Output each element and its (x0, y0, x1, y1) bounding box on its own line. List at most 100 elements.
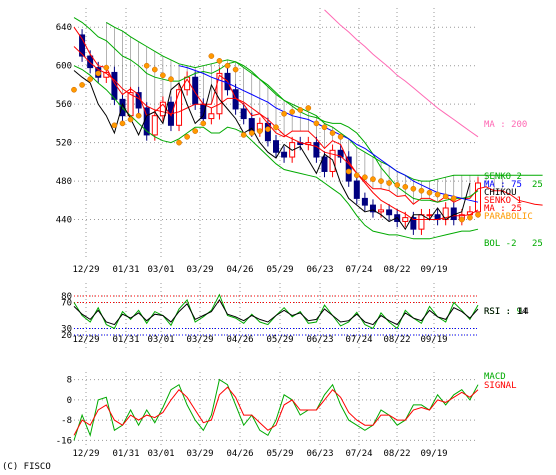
y-tick-label: 520 (56, 139, 72, 149)
x-tick-label: 03/01 (147, 449, 174, 459)
parabolic-dot (402, 183, 409, 190)
parabolic-dot (216, 58, 223, 64)
parabolic-dot (450, 195, 457, 202)
parabolic-dot (297, 107, 304, 113)
parabolic-dot (135, 112, 142, 119)
x-tick-label: 06/23 (306, 335, 333, 345)
parabolic-dot (248, 130, 255, 136)
x-tick-label: 01/31 (112, 265, 139, 275)
label-bol-2: BOL -2 (484, 239, 517, 249)
candle-body (159, 101, 166, 117)
x-tick-label: 04/26 (226, 449, 253, 459)
parabolic-dot (119, 120, 126, 127)
y-tick-label: 30 (61, 325, 72, 335)
parabolic-dot (192, 128, 199, 134)
parabolic-dot (345, 168, 352, 175)
label-signal: SIGNAL (484, 381, 517, 391)
parabolic-dot (273, 124, 279, 131)
candle-body (475, 182, 481, 213)
x-tick-label: 09/19 (420, 265, 447, 275)
candle-body (402, 217, 409, 222)
parabolic-dot (151, 66, 158, 73)
parabolic-dot (337, 133, 344, 140)
candle-body (103, 71, 110, 78)
x-tick-label: 04/26 (226, 335, 253, 345)
parabolic-dot (410, 185, 417, 192)
x-tick-label: 05/29 (266, 265, 293, 275)
parabolic-dot (329, 130, 336, 136)
parabolic-dot (394, 182, 401, 188)
x-tick-label: 01/31 (112, 449, 139, 459)
bollinger-upper-line (73, 17, 479, 203)
parabolic-dot (160, 72, 166, 79)
parabolic-dot (458, 216, 465, 223)
parabolic-dot (143, 62, 150, 69)
parabolic-dot (87, 76, 94, 83)
label-rsi-9: RSI : 9 (484, 307, 522, 317)
y-tick-label: 560 (56, 100, 72, 110)
label-value-25: 25 (532, 180, 543, 190)
y-tick-label: 600 (56, 62, 72, 72)
x-tick-label: 08/22 (383, 449, 410, 459)
candle-body (176, 89, 183, 126)
x-tick-label: 12/29 (72, 449, 99, 459)
parabolic-dot (353, 172, 360, 179)
candle-body (378, 209, 385, 213)
parabolic-dot (362, 174, 368, 181)
y-tick-label: 440 (56, 216, 72, 226)
candle-body (426, 214, 433, 217)
x-tick-label: 05/29 (266, 335, 293, 345)
candle-body (410, 217, 417, 230)
x-tick-label: 08/22 (383, 335, 410, 345)
parabolic-dot (240, 132, 247, 138)
x-tick-label: 03/29 (186, 335, 213, 345)
parabolic-dot (176, 139, 182, 146)
label-macd: MACD (484, 372, 506, 382)
label-rsi-14: RSI : 14 (484, 307, 527, 317)
x-tick-label: 01/31 (112, 335, 139, 345)
candle-body (386, 209, 393, 216)
y-tick-label: 80 (61, 292, 72, 302)
y-tick-label: 8 (67, 376, 72, 386)
y-tick-label: -16 (56, 436, 72, 446)
parabolic-dot (370, 176, 376, 183)
parabolic-dot (305, 105, 312, 111)
parabolic-dot (265, 126, 271, 133)
parabolic-dot (475, 211, 481, 218)
parabolic-dot (313, 120, 320, 127)
parabolic-dot (224, 62, 231, 69)
x-tick-label: 04/26 (226, 265, 253, 275)
candle-body (418, 214, 425, 230)
x-tick-label: 09/19 (420, 449, 447, 459)
x-tick-label: 08/22 (383, 265, 410, 275)
x-tick-label: 03/01 (147, 335, 174, 345)
y-tick-label: 20 (61, 331, 72, 341)
parabolic-dot (208, 53, 215, 59)
candle-body (337, 149, 344, 158)
candle-body (273, 140, 279, 153)
label-parabolic: PARABOLIC (484, 212, 533, 222)
candle-body (87, 55, 94, 69)
parabolic-dot (378, 178, 384, 184)
candle-body (369, 204, 376, 213)
ma75-line (178, 65, 479, 203)
rsi14-line (73, 298, 479, 326)
chart-gridlines (74, 8, 478, 448)
bollinger-lower-line (73, 65, 479, 240)
y-tick-label: 640 (56, 23, 72, 33)
parabolic-dot (281, 110, 287, 117)
parabolic-dot (95, 70, 102, 77)
macd-line (73, 378, 479, 441)
parabolic-dot (103, 64, 110, 71)
rsi9-line (73, 293, 479, 330)
ma200-line (324, 9, 479, 138)
y-tick-label: 0 (67, 396, 72, 406)
candle-body (151, 115, 158, 136)
signal-line (73, 386, 479, 436)
candle-body (281, 151, 288, 158)
candle-body (313, 142, 320, 158)
chikou-line (73, 70, 471, 231)
candle-body (321, 156, 328, 172)
